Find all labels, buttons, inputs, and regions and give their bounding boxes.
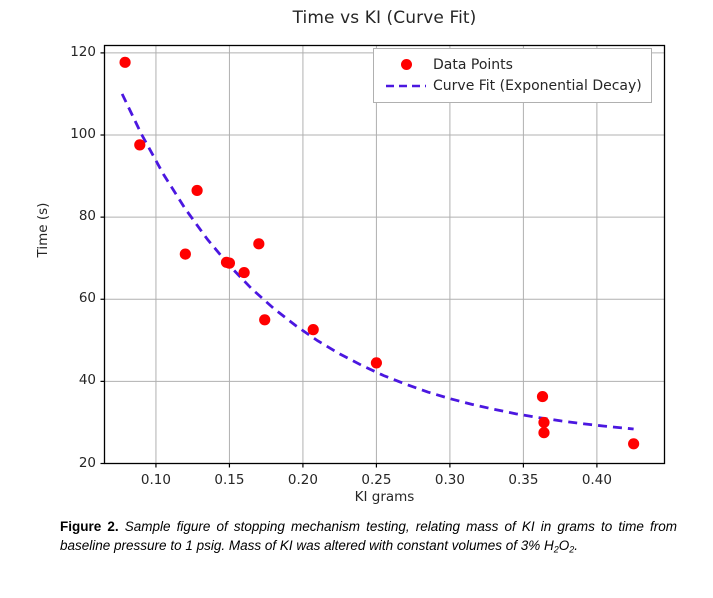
x-tick-label: 0.25	[361, 471, 392, 488]
y-tick-label: 100	[70, 126, 96, 142]
dashed-line-icon	[383, 78, 429, 94]
caption-subscript-2: 2	[569, 544, 575, 555]
x-axis-label: KI grams	[354, 489, 415, 505]
figure-caption: Figure 2. Sample figure of stopping mech…	[60, 518, 677, 556]
y-tick-label: 60	[78, 290, 96, 307]
legend-label: Data Points	[433, 56, 513, 73]
y-axis-ticks: 20 40 60 80 100 120	[30, 0, 96, 512]
scatter-dot-icon	[383, 57, 429, 73]
legend-item-data-points: Data Points	[383, 54, 642, 75]
caption-text-mid: O	[558, 537, 570, 553]
x-tick-label: 0.20	[287, 471, 318, 488]
chart-title: Time vs KI (Curve Fit)	[292, 8, 477, 28]
legend-label: Curve Fit (Exponential Decay)	[433, 77, 642, 94]
chart-legend: Data Points Curve Fit (Exponential Decay…	[373, 48, 652, 103]
x-axis-ticks: 0.10 0.15 0.20 0.25 0.30 0.35 0.40	[140, 471, 612, 488]
x-tick-label: 0.10	[140, 471, 171, 488]
x-tick-label: 0.40	[581, 471, 612, 488]
x-tick-label: 0.15	[214, 471, 245, 488]
grid-lines	[104, 45, 665, 464]
x-tick-label: 0.30	[434, 471, 465, 488]
y-tick-label: 80	[78, 208, 96, 225]
caption-subscript-1: 2	[553, 544, 559, 555]
x-tick-label: 0.35	[508, 471, 539, 488]
y-axis-label: Time (s)	[35, 202, 51, 258]
data-point-markers	[119, 56, 640, 450]
chart-figure: Time vs KI (Curve Fit) 20 40 60 80 100 120 0.…	[30, 0, 666, 512]
caption-text-end: .	[574, 537, 579, 553]
y-tick-label: 40	[78, 372, 96, 389]
legend-item-curve-fit: Curve Fit (Exponential Decay)	[383, 75, 642, 96]
y-tick-label: 20	[78, 454, 96, 471]
y-tick-label: 120	[70, 43, 96, 60]
plot-canvas	[100, 44, 666, 468]
plot-frame	[103, 44, 666, 465]
caption-label: Figure 2.	[60, 519, 119, 534]
caption-text: Sample figure of stopping mechanism test…	[60, 519, 677, 553]
tick-marks	[100, 52, 598, 468]
